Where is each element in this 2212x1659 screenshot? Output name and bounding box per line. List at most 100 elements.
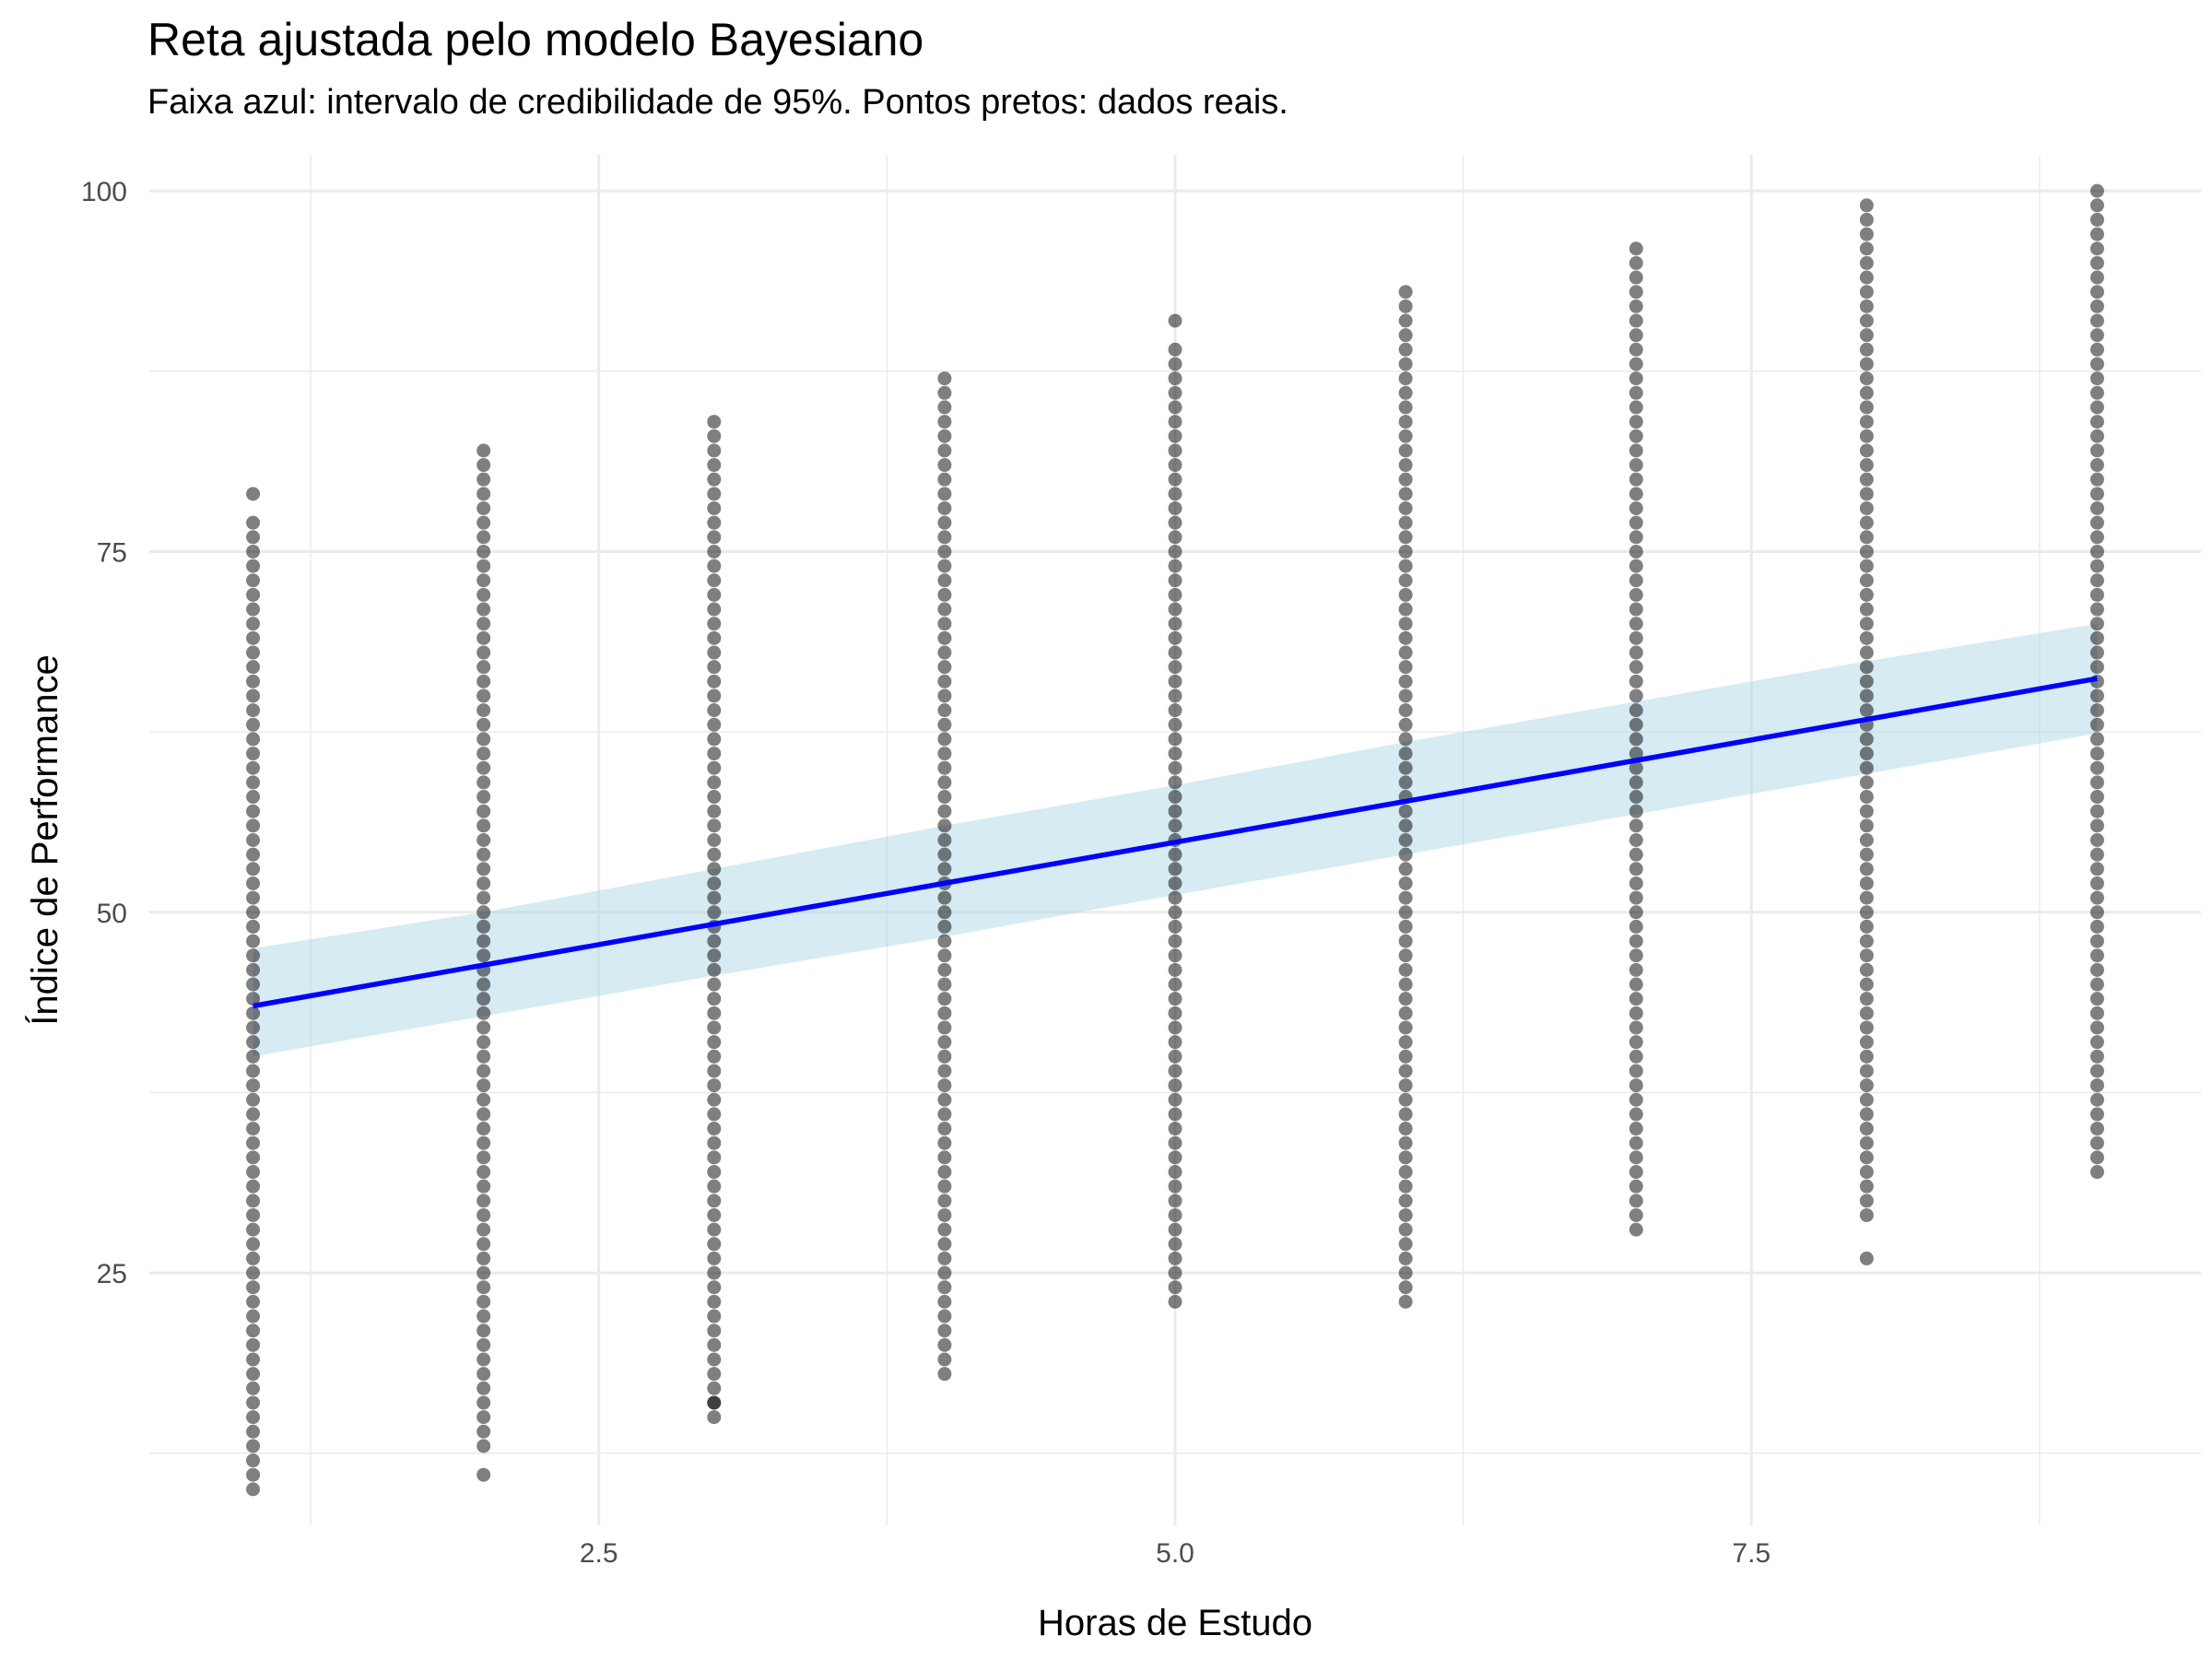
data-point bbox=[477, 1381, 491, 1395]
data-point bbox=[2089, 328, 2104, 343]
data-point bbox=[1629, 948, 1643, 963]
data-point bbox=[937, 630, 952, 645]
data-point bbox=[246, 934, 261, 948]
data-point bbox=[1168, 1135, 1182, 1150]
data-point bbox=[1629, 602, 1643, 617]
data-point bbox=[1629, 617, 1643, 631]
data-point bbox=[937, 747, 952, 761]
data-point bbox=[707, 948, 722, 963]
data-point bbox=[1629, 732, 1643, 747]
data-point bbox=[477, 905, 491, 920]
data-point bbox=[1168, 487, 1182, 501]
data-point bbox=[1859, 1006, 1874, 1020]
data-point bbox=[937, 1122, 952, 1136]
data-point bbox=[1168, 602, 1182, 617]
data-point bbox=[1168, 630, 1182, 645]
data-point bbox=[2089, 371, 2104, 386]
data-point bbox=[707, 760, 722, 775]
data-point bbox=[246, 1135, 261, 1150]
data-point bbox=[1168, 1222, 1182, 1237]
data-point bbox=[477, 1135, 491, 1150]
data-point bbox=[1398, 1035, 1413, 1050]
data-point bbox=[246, 1107, 261, 1122]
data-point bbox=[1398, 342, 1413, 357]
data-point bbox=[1859, 876, 1874, 890]
data-point bbox=[937, 1035, 952, 1050]
data-point bbox=[707, 1078, 722, 1093]
data-point bbox=[477, 919, 491, 934]
data-point bbox=[937, 645, 952, 660]
data-point bbox=[937, 1280, 952, 1295]
data-point bbox=[937, 1135, 952, 1150]
data-point bbox=[1168, 1294, 1182, 1309]
data-point bbox=[707, 1006, 722, 1020]
data-point bbox=[477, 530, 491, 545]
data-point bbox=[1629, 371, 1643, 386]
data-point bbox=[937, 977, 952, 992]
data-point bbox=[1859, 1135, 1874, 1150]
data-point bbox=[2089, 919, 2104, 934]
data-point bbox=[1859, 790, 1874, 805]
y-axis-title: Índice de Performance bbox=[24, 654, 65, 1025]
data-point bbox=[1859, 992, 1874, 1006]
data-point bbox=[707, 515, 722, 530]
data-point bbox=[246, 717, 261, 732]
data-point bbox=[707, 717, 722, 732]
data-point bbox=[1168, 760, 1182, 775]
data-point bbox=[937, 559, 952, 573]
x-tick-label: 5.0 bbox=[1156, 1538, 1194, 1569]
data-point bbox=[2089, 443, 2104, 458]
data-point bbox=[1398, 573, 1413, 588]
data-point bbox=[477, 544, 491, 559]
data-point bbox=[937, 1107, 952, 1122]
data-point bbox=[1629, 241, 1643, 256]
data-point bbox=[1398, 1165, 1413, 1180]
data-point bbox=[2089, 602, 2104, 617]
data-point bbox=[1629, 515, 1643, 530]
data-point bbox=[707, 1122, 722, 1136]
data-point bbox=[1398, 371, 1413, 386]
data-point bbox=[1398, 617, 1413, 631]
data-point bbox=[2089, 630, 2104, 645]
data-point bbox=[1629, 630, 1643, 645]
data-point bbox=[2089, 688, 2104, 703]
data-point bbox=[707, 660, 722, 675]
data-point bbox=[1859, 400, 1874, 415]
data-point bbox=[1859, 703, 1874, 718]
data-point bbox=[1168, 587, 1182, 602]
data-point bbox=[1398, 977, 1413, 992]
data-point bbox=[1859, 227, 1874, 241]
data-point bbox=[1168, 500, 1182, 515]
data-point bbox=[1859, 747, 1874, 761]
data-point bbox=[477, 472, 491, 487]
data-point bbox=[246, 862, 261, 877]
data-point bbox=[937, 1092, 952, 1107]
data-point bbox=[2089, 862, 2104, 877]
data-point bbox=[2089, 948, 2104, 963]
data-point bbox=[707, 1207, 722, 1222]
data-point bbox=[1168, 530, 1182, 545]
data-point bbox=[1859, 1035, 1874, 1050]
data-point bbox=[477, 948, 491, 963]
data-point bbox=[1629, 818, 1643, 833]
data-point bbox=[1168, 415, 1182, 429]
data-point bbox=[707, 1410, 722, 1425]
data-point bbox=[707, 1352, 722, 1367]
data-point bbox=[1859, 775, 1874, 790]
data-point bbox=[477, 602, 491, 617]
data-point bbox=[2089, 515, 2104, 530]
data-point bbox=[2089, 530, 2104, 545]
data-point bbox=[477, 1424, 491, 1439]
data-point bbox=[2089, 1049, 2104, 1064]
data-point bbox=[246, 1453, 261, 1468]
x-tick-label: 7.5 bbox=[1732, 1538, 1771, 1569]
data-point bbox=[1629, 1165, 1643, 1180]
data-point bbox=[477, 1337, 491, 1352]
data-point bbox=[1629, 1064, 1643, 1078]
data-point bbox=[1168, 732, 1182, 747]
data-point bbox=[1168, 1006, 1182, 1020]
data-point bbox=[1859, 847, 1874, 862]
data-point bbox=[1168, 876, 1182, 890]
data-point bbox=[2089, 198, 2104, 213]
data-point bbox=[937, 775, 952, 790]
